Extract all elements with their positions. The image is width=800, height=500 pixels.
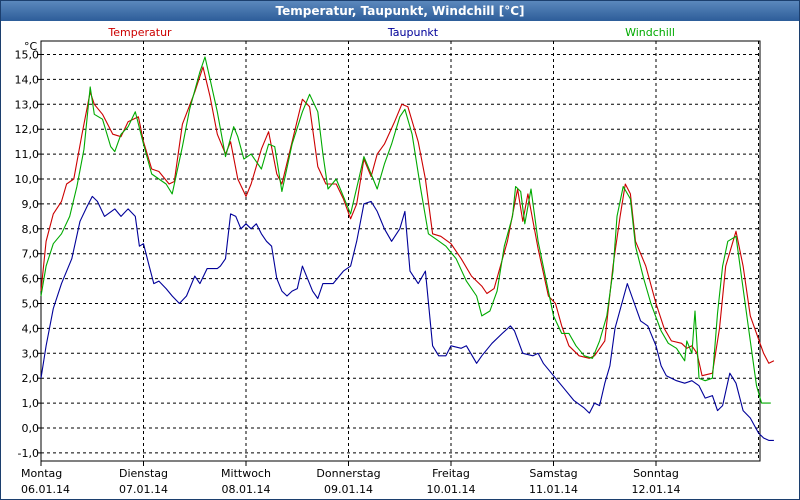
x-tick-weekday: Mittwoch (221, 467, 271, 480)
y-tick-label: 0,0 (22, 422, 40, 435)
y-tick-label: 15,0 (15, 49, 40, 62)
y-tick-label: 6,0 (22, 273, 40, 286)
legend-entry-taupunkt: Taupunkt (387, 26, 439, 39)
series-line-taupunkt (40, 195, 774, 441)
x-tick-date: 12.01.14 (632, 483, 681, 496)
grid (37, 41, 760, 466)
y-tick-label: 12,0 (15, 123, 40, 136)
x-tick-labels: Montag 06.01.14 Dienstag 07.01.14 Mittwoch 08… (21, 467, 680, 496)
x-tick-date: 10.01.14 (427, 483, 476, 496)
y-tick-label: -1,0 (18, 447, 39, 460)
y-tick-label: 5,0 (22, 298, 40, 311)
y-tick-label: 8,0 (22, 223, 40, 236)
y-tick-label: 2,0 (22, 372, 40, 385)
x-tick-weekday: Dienstag (119, 467, 168, 480)
y-tick-label: 3,0 (22, 347, 40, 360)
y-tick-label: 13,0 (15, 98, 40, 111)
x-tick-weekday: Montag (21, 467, 62, 480)
y-tick-labels: -1,0 0,0 1,0 2,0 3,0 4,0 5,0 6,0 7,0 8,0 9,0 10,0 11… (15, 49, 40, 460)
x-tick-date: 06.01.14 (21, 483, 70, 496)
legend-entry-windchill: Windchill (625, 26, 675, 39)
x-tick-weekday: Donnerstag (316, 467, 380, 480)
x-tick-weekday: Sonntag (633, 467, 679, 480)
series-line-temperatur (40, 66, 775, 377)
plot-area (40, 40, 761, 462)
x-tick-date: 08.01.14 (222, 483, 271, 496)
y-tick-label: 11,0 (15, 148, 40, 161)
x-tick-date: 09.01.14 (324, 483, 373, 496)
y-unit-label: °C (24, 40, 38, 53)
y-tick-label: 7,0 (22, 248, 40, 261)
legend: Temperatur Taupunkt Windchill (107, 26, 675, 39)
series-line-windchill (40, 56, 771, 404)
x-tick-date: 07.01.14 (119, 483, 168, 496)
y-tick-label: 4,0 (22, 322, 40, 335)
y-tick-label: 1,0 (22, 397, 40, 410)
legend-entry-temperatur: Temperatur (107, 26, 172, 39)
y-tick-label: 9,0 (22, 198, 40, 211)
y-tick-label: 14,0 (15, 73, 40, 86)
window-title: Temperatur, Taupunkt, Windchill [°C] (1, 1, 799, 21)
x-tick-weekday: Samstag (529, 467, 577, 480)
series-lines (40, 56, 775, 441)
y-tick-label: 10,0 (15, 173, 40, 186)
x-tick-date: 11.01.14 (529, 483, 578, 496)
x-tick-weekday: Freitag (432, 467, 470, 480)
